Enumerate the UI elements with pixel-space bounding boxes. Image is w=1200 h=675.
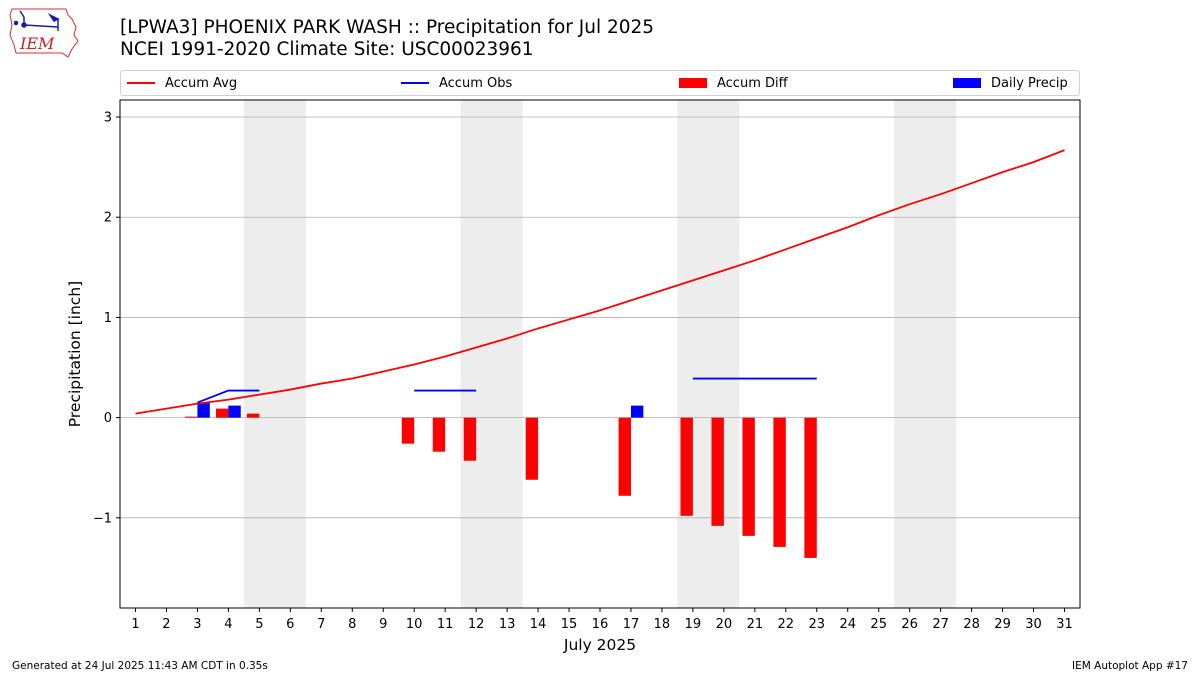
accum-diff-bar-day-20 (711, 417, 724, 526)
x-tick-label: 8 (348, 617, 356, 632)
daily-precip-bar-day-3 (197, 402, 210, 418)
legend-swatch-line-blue (401, 82, 429, 84)
weekend-shade-1 (460, 100, 523, 608)
accum-diff-bar-day-19 (680, 417, 693, 516)
accum-diff-bar-day-10 (401, 417, 415, 444)
accum-diff-bar-day-22 (773, 417, 786, 547)
daily-precip-bar-day-17 (630, 405, 644, 418)
accum-obs-line-segment-0 (197, 389, 260, 404)
x-tick-label: 6 (286, 617, 294, 632)
x-tick-label: 1 (131, 617, 139, 632)
x-tick-label: 18 (654, 617, 671, 632)
accum-diff-bar-day-21 (742, 417, 755, 536)
x-tick-label: 31 (1056, 617, 1073, 632)
x-tick-label: 4 (224, 617, 232, 632)
x-tick-label: 14 (530, 617, 547, 632)
x-tick-label: 28 (963, 617, 980, 632)
legend-item-accum-obs: Accum Obs (401, 71, 512, 95)
x-tick-label: 21 (747, 617, 764, 632)
x-tick-label: 19 (685, 617, 702, 632)
weather-instruments-icon (13, 10, 60, 31)
x-tick-label: 27 (932, 617, 949, 632)
y-tick-label: −1 (93, 511, 112, 526)
accum-diff-bar-day-23 (804, 417, 817, 558)
weekend-shade-0 (243, 100, 306, 608)
x-tick-label: 26 (901, 617, 918, 632)
chart-legend: Accum Avg Accum Obs Accum Diff Daily Pre… (120, 70, 1080, 96)
x-tick-label: 16 (592, 617, 609, 632)
x-tick-label: 12 (468, 617, 485, 632)
x-tick-label: 20 (716, 617, 733, 632)
x-tick-label: 11 (437, 617, 454, 632)
logo-text: IEM (19, 34, 55, 53)
y-axis-label: Precipitation [inch] (66, 281, 84, 427)
x-tick-label: 23 (809, 617, 826, 632)
x-tick-label: 22 (778, 617, 795, 632)
x-tick-label: 17 (623, 617, 640, 632)
legend-item-daily-precip: Daily Precip (953, 71, 1068, 95)
x-tick-label: 7 (317, 617, 325, 632)
x-tick-label: 24 (839, 617, 856, 632)
legend-swatch-line-red (127, 82, 155, 84)
accum-avg-line (135, 149, 1065, 415)
x-tick-label: 5 (255, 617, 263, 632)
x-tick-label: 13 (499, 617, 516, 632)
x-tick-label: 2 (162, 617, 170, 632)
accum-diff-bar-day-12 (463, 417, 477, 461)
iowa-outline-shape (9, 8, 79, 58)
accum-diff-bar-day-4 (216, 408, 229, 418)
y-tick-label: 0 (104, 411, 112, 426)
y-tick-label: 3 (104, 111, 112, 126)
legend-item-accum-diff: Accum Diff (679, 71, 788, 95)
weekend-shade-2 (677, 100, 740, 608)
accum-diff-bar-day-14 (525, 417, 539, 480)
x-tick-label: 15 (561, 617, 578, 632)
x-tick-label: 30 (1025, 617, 1042, 632)
chart-title: [LPWA3] PHOENIX PARK WASH :: Precipitati… (120, 17, 655, 38)
autoplot-app-id: IEM Autoplot App #17 (1072, 660, 1188, 672)
iem-logo: IEM (9, 8, 79, 58)
x-tick-label: 3 (193, 617, 201, 632)
legend-label-accum-obs: Accum Obs (439, 75, 513, 91)
x-tick-label: 29 (994, 617, 1011, 632)
daily-precip-bar-day-4 (228, 405, 241, 418)
x-tick-label: 25 (870, 617, 887, 632)
y-tick-label: 1 (104, 311, 112, 326)
accum-diff-bar-day-17 (618, 417, 631, 496)
x-tick-label: 9 (379, 617, 387, 632)
accum-diff-bar-day-3 (185, 416, 198, 418)
legend-label-accum-avg: Accum Avg (165, 75, 238, 91)
chart-subtitle: NCEI 1991-2020 Climate Site: USC00023961 (120, 39, 534, 60)
y-tick-label: 2 (104, 211, 112, 226)
legend-item-accum-avg: Accum Avg (127, 71, 237, 95)
x-axis-label: July 2025 (563, 636, 636, 654)
legend-swatch-box-red (679, 78, 707, 88)
legend-label-daily-precip: Daily Precip (991, 75, 1068, 91)
x-tick-label: 10 (406, 617, 423, 632)
weekend-shade-3 (894, 100, 957, 608)
legend-swatch-box-blue (953, 78, 981, 88)
accum-diff-bar-day-5 (246, 413, 260, 418)
accum-diff-bar-day-11 (432, 417, 446, 452)
generated-timestamp: Generated at 24 Jul 2025 11:43 AM CDT in… (12, 660, 268, 672)
legend-label-accum-diff: Accum Diff (717, 75, 788, 91)
